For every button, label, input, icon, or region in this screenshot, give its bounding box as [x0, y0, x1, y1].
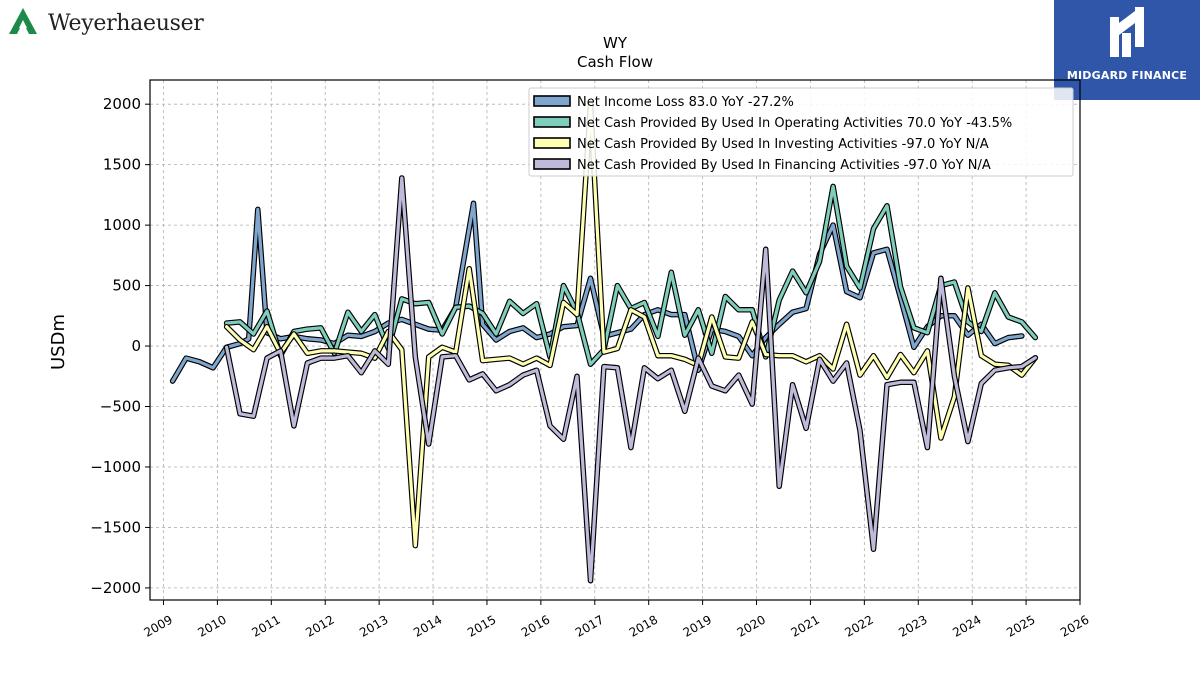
legend-entry: Net Cash Provided By Used In Financing A…: [577, 158, 991, 173]
y-axis-label: USDm: [48, 314, 69, 370]
x-tick-label: 2013: [357, 612, 390, 639]
series-line-3: [225, 102, 1037, 548]
y-tick-label: −500: [100, 398, 141, 416]
x-tick-label: 2012: [303, 612, 336, 639]
legend-entry: Net Cash Provided By Used In Operating A…: [577, 116, 1012, 131]
x-tick-label: 2010: [195, 612, 228, 639]
chart-title: WY: [603, 34, 628, 52]
x-tick-label: 2024: [950, 612, 983, 639]
legend-swatch: [533, 158, 571, 170]
x-tick-label: 2017: [573, 612, 606, 639]
legend-swatch: [533, 95, 571, 107]
legend-swatch: [533, 116, 571, 128]
y-tick-label: 1500: [103, 156, 141, 174]
x-tick-label: 2020: [735, 612, 768, 639]
x-tick-label: 2023: [896, 612, 929, 639]
x-tick-label: 2014: [411, 612, 444, 639]
legend-swatch: [533, 137, 571, 149]
x-tick-label: 2016: [519, 612, 552, 639]
weyerhaeuser-brand: Weyerhaeuser: [6, 6, 204, 40]
series-line-outline: [223, 175, 1039, 584]
legend-box: [528, 87, 1074, 177]
legend: Net Income Loss 83.0 YoY -27.2% Net Cash …: [528, 87, 1074, 177]
y-tick-label: 500: [112, 277, 141, 295]
x-tick-label: 2019: [681, 612, 714, 639]
y-tick-label: −1500: [90, 518, 141, 536]
series-lines: [169, 101, 1039, 584]
x-tick-label: 2015: [465, 612, 498, 639]
legend-entry: Net Cash Provided By Used In Investing A…: [577, 137, 989, 152]
chart-subtitle: Cash Flow: [577, 53, 653, 71]
x-tick-label: 2018: [627, 612, 660, 639]
x-tick-label: 2025: [1004, 612, 1037, 639]
weyerhaeuser-tree-logo-icon: [6, 6, 40, 40]
x-tick-label: 2022: [842, 612, 875, 639]
midgard-finance-logo-icon: [1102, 3, 1152, 65]
series-line-4: [225, 176, 1037, 583]
x-tick-label: 2021: [788, 612, 821, 639]
midgard-finance-badge: MIDGARD FINANCE: [1054, 0, 1200, 100]
company-name: Weyerhaeuser: [48, 10, 204, 36]
badge-text: MIDGARD FINANCE: [1066, 69, 1188, 82]
series-line-1: [171, 201, 1024, 383]
y-tick-label: 0: [131, 337, 141, 355]
legend-entry: Net Income Loss 83.0 YoY -27.2%: [577, 95, 794, 110]
y-tick-label: 2000: [103, 95, 141, 113]
x-tick-label: 2009: [142, 612, 175, 639]
plot-area-frame: [149, 79, 1081, 601]
y-tick-label: −2000: [90, 579, 141, 597]
y-tick-label: −1000: [90, 458, 141, 476]
x-tick-label: 2011: [249, 612, 282, 639]
y-tick-label: 1000: [103, 216, 141, 234]
x-tick-label: 2026: [1058, 612, 1091, 639]
